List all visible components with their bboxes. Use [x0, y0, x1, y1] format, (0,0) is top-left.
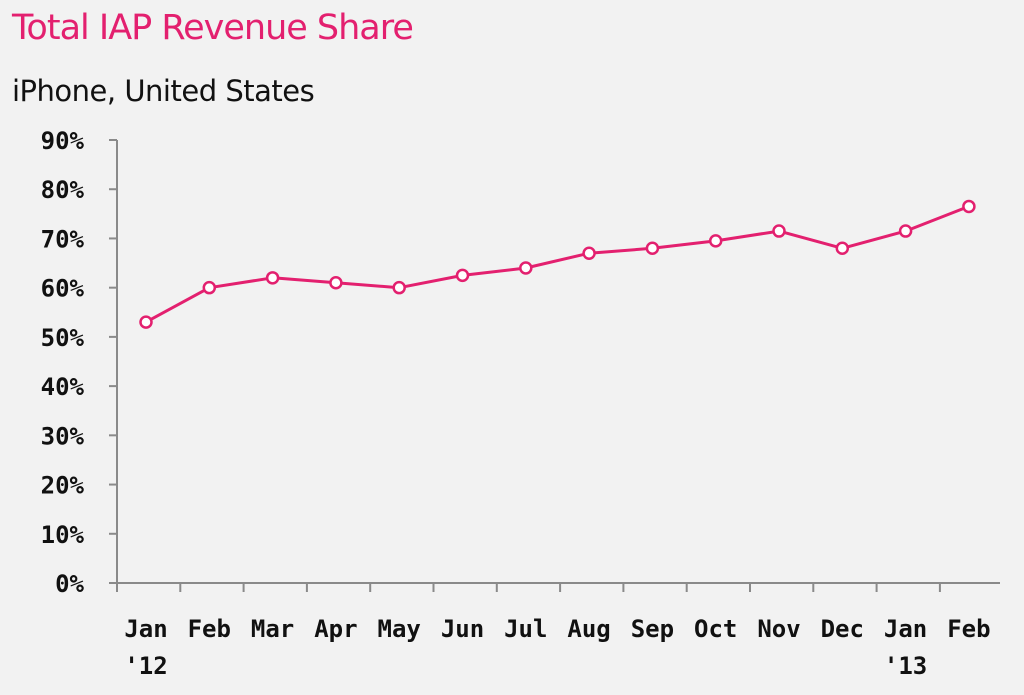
- data-point: [329, 275, 343, 290]
- y-tick-label: 80%: [41, 176, 85, 204]
- data-point: [455, 268, 470, 283]
- x-tick-label: May: [378, 615, 421, 643]
- y-tick-label: 10%: [41, 521, 85, 549]
- y-tick-label: 20%: [41, 472, 85, 500]
- data-point: [772, 224, 786, 238]
- data-point: [202, 280, 217, 295]
- y-tick-label: 0%: [55, 570, 84, 598]
- x-tick-label: Oct: [694, 615, 737, 643]
- series-line: [145, 205, 970, 324]
- data-point: [392, 280, 406, 295]
- x-tick-label: Apr: [314, 615, 357, 643]
- x-tick-label: Jul: [504, 615, 547, 643]
- y-tick-label: 50%: [41, 324, 85, 352]
- x-tick-label: Feb: [947, 615, 990, 643]
- x-tick-label: Aug: [567, 615, 610, 643]
- x-tick-label: Jan: [884, 615, 927, 643]
- data-point: [962, 199, 976, 214]
- x-tick-label: Jun: [441, 615, 484, 643]
- x-tick-label: '12: [124, 652, 167, 680]
- y-tick-label: 40%: [41, 373, 85, 401]
- chart-title: Total IAP Revenue Share: [12, 8, 414, 48]
- x-tick-label: Mar: [251, 615, 294, 643]
- data-point: [835, 241, 850, 256]
- chart-subtitle: iPhone, United States: [12, 74, 315, 108]
- x-tick-label: '13: [884, 652, 927, 680]
- y-tick-label: 70%: [41, 225, 85, 253]
- x-tick-label: Feb: [188, 615, 231, 643]
- data-point: [519, 261, 533, 275]
- y-tick-label: 90%: [41, 127, 85, 155]
- data-point: [139, 315, 153, 329]
- data-point: [582, 246, 596, 260]
- x-tick-label: Jan: [124, 615, 167, 643]
- x-tick-label: Dec: [821, 615, 864, 643]
- y-tick-label: 30%: [41, 422, 85, 450]
- data-point: [708, 234, 723, 248]
- data-point: [898, 224, 913, 238]
- x-tick-label: Nov: [757, 615, 800, 643]
- y-tick-label: 60%: [41, 275, 85, 303]
- data-point: [265, 271, 280, 285]
- x-tick-label: Sep: [631, 615, 674, 643]
- data-point: [645, 241, 660, 256]
